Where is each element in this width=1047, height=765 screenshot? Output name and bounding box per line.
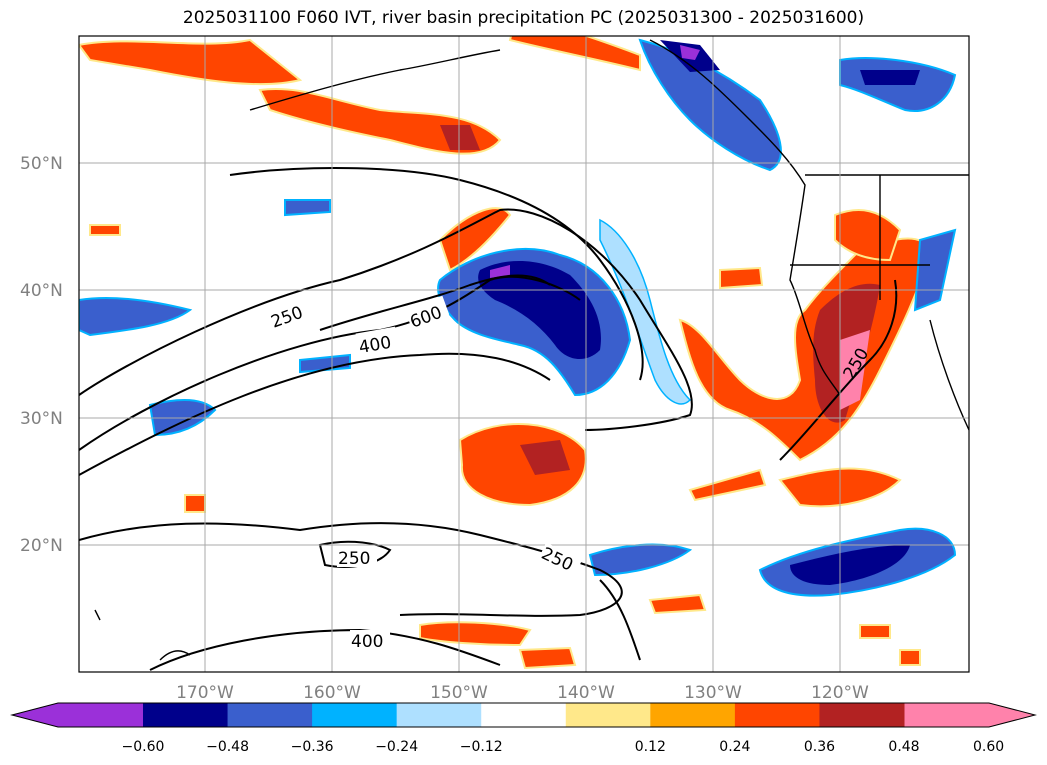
lon-label-150w: 150°W — [430, 683, 488, 703]
colorbar-tick-label: 0.48 — [888, 739, 919, 755]
colorbar-tick-label: −0.36 — [291, 739, 334, 755]
contour-label: 400 — [351, 632, 383, 652]
colorbar-tick-label: −0.48 — [206, 739, 249, 755]
lon-label-140w: 140°W — [557, 683, 615, 703]
colorbar-swatch — [227, 703, 313, 727]
colorbar-tick-label: 0.24 — [719, 739, 750, 755]
lon-label-170w: 170°W — [176, 683, 234, 703]
lat-label-40n: 40°N — [20, 281, 63, 301]
lat-label-20n: 20°N — [20, 536, 63, 556]
map-title: 2025031100 F060 IVT, river basin precipi… — [182, 8, 865, 28]
contour-label: 250 — [338, 549, 370, 569]
colorbar: −0.60 −0.48 −0.36 −0.24 −0.12 0.12 0.24 0.36 0.4… — [10, 702, 1037, 755]
colorbar-swatch — [819, 703, 905, 727]
map-frame — [78, 35, 970, 673]
lat-label-30n: 30°N — [20, 409, 63, 429]
lat-label-50n: 50°N — [20, 154, 63, 174]
colorbar-tick-label: −0.12 — [460, 739, 503, 755]
colorbar-tick-label: 0.12 — [635, 739, 666, 755]
gridlines — [79, 36, 969, 672]
precip-field-negative — [79, 38, 957, 597]
colorbar-swatch — [12, 703, 143, 727]
colorbar-swatch — [396, 703, 482, 727]
lon-label-120w: 120°W — [811, 683, 869, 703]
lon-label-160w: 160°W — [303, 683, 361, 703]
colorbar-swatch — [650, 703, 736, 727]
colorbar-tick-label: −0.24 — [375, 739, 418, 755]
colorbar-swatch — [734, 703, 820, 727]
colorbar-tick-label: −0.60 — [122, 739, 165, 755]
map-panel: 250 400 600 250 250 400 250 — [79, 36, 969, 672]
colorbar-swatch — [312, 703, 398, 727]
colorbar-swatch — [565, 703, 651, 727]
precip-field-positive — [79, 36, 932, 670]
colorbar-swatch — [904, 703, 1035, 727]
coastlines — [94, 39, 969, 661]
colorbar-tick-label: 0.60 — [973, 739, 1004, 755]
colorbar-tick-label: 0.36 — [804, 739, 835, 755]
colorbar-swatch — [143, 703, 229, 727]
colorbar-swatch — [481, 703, 567, 727]
lon-label-130w: 130°W — [684, 683, 742, 703]
